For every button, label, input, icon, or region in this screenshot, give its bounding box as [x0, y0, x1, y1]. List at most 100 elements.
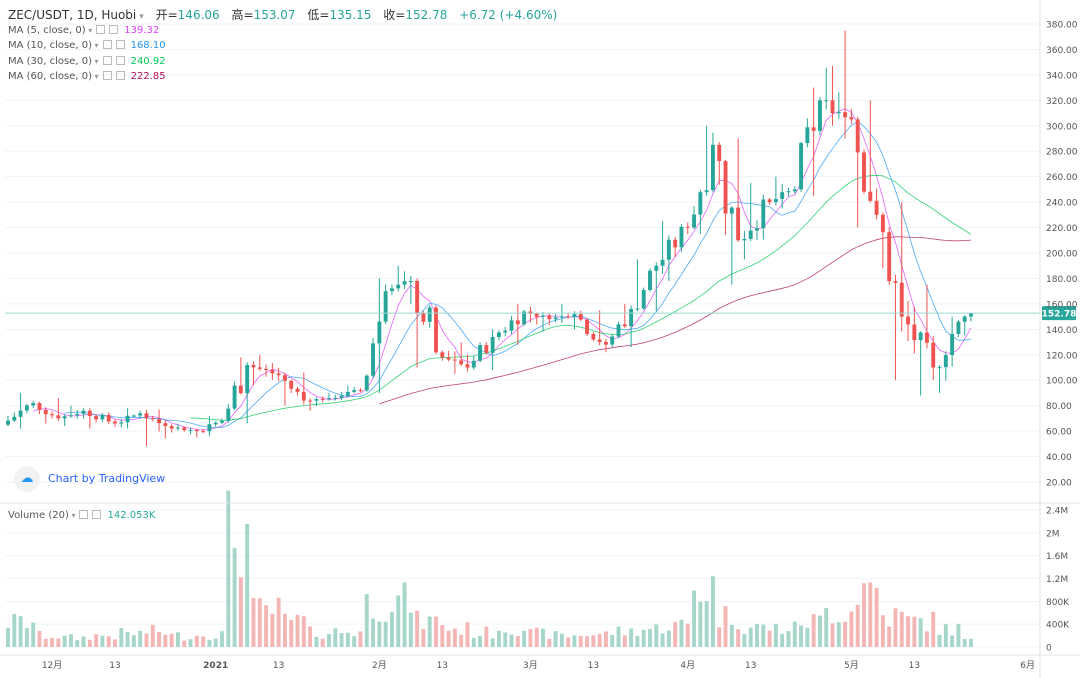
volume-bar — [729, 624, 734, 647]
candle — [68, 415, 73, 417]
chevron-down-icon[interactable]: ▾ — [92, 57, 99, 66]
candle — [333, 397, 338, 399]
volume-bar — [969, 638, 973, 647]
candle — [408, 280, 413, 282]
candle — [6, 420, 10, 425]
settings-icon[interactable] — [102, 40, 112, 49]
candle — [402, 281, 407, 285]
volume-bar — [264, 605, 269, 647]
volume-bar — [188, 639, 193, 647]
time-tick-label: 4月 — [680, 660, 695, 671]
candle — [597, 339, 602, 342]
candle — [918, 332, 923, 341]
candle — [150, 418, 155, 420]
candle — [610, 336, 615, 345]
candle — [969, 313, 973, 317]
price-tick-label: 160.00 — [1046, 300, 1078, 310]
candle — [773, 198, 778, 203]
chevron-down-icon[interactable]: ▾ — [139, 12, 144, 22]
candle — [81, 410, 86, 414]
candle — [541, 315, 545, 317]
volume-bar — [522, 630, 527, 647]
watermark-text: Chart by TradingView — [48, 472, 166, 485]
chevron-down-icon[interactable]: ▾ — [85, 26, 93, 35]
candle — [320, 399, 325, 401]
volume-bar — [327, 634, 331, 647]
volume-bar — [906, 616, 911, 647]
price-tick-label: 260.00 — [1046, 173, 1078, 183]
volume-tick-label: 800K — [1046, 598, 1070, 608]
settings-icon[interactable] — [79, 510, 89, 519]
volume-bar — [113, 639, 117, 647]
candle — [534, 313, 539, 317]
volume-tick-label: 1.2M — [1046, 575, 1068, 585]
chevron-down-icon[interactable]: ▾ — [92, 72, 99, 81]
close-icon[interactable] — [109, 25, 119, 34]
price-tick-label: 80.00 — [1046, 402, 1072, 412]
tradingview-watermark[interactable]: ☁ Chart by TradingView — [14, 466, 165, 492]
time-tick-label: 13 — [909, 661, 920, 671]
close-icon[interactable] — [115, 56, 125, 65]
volume-bar — [87, 639, 92, 647]
candle — [616, 324, 621, 337]
indicator-ma5[interactable]: MA (5, close, 0) ▾ 139.32 — [8, 25, 159, 36]
candle — [12, 416, 17, 421]
volume-bar — [94, 634, 99, 647]
candle — [924, 332, 929, 343]
volume-bar — [106, 636, 111, 647]
candle — [641, 290, 646, 309]
last-price-tag-label: 152.78 — [1042, 310, 1077, 320]
volume-bar — [452, 628, 457, 647]
volume-bar — [698, 601, 703, 647]
volume-bar — [56, 638, 61, 647]
candle — [704, 190, 709, 193]
volume-bar — [496, 630, 501, 647]
volume-bar — [169, 633, 174, 647]
candle — [232, 385, 237, 409]
candle — [805, 127, 810, 144]
volume-bar — [182, 640, 187, 647]
indicator-ma10[interactable]: MA (10, close, 0) ▾ 168.10 — [8, 40, 166, 51]
indicator-ma30[interactable]: MA (30, close, 0) ▾ 240.92 — [8, 56, 166, 67]
volume-bar — [830, 623, 835, 647]
volume-bar — [201, 636, 206, 647]
close-icon[interactable] — [92, 510, 102, 519]
volume-bar — [836, 622, 841, 647]
indicator-value: 222.85 — [130, 71, 166, 82]
candle — [849, 117, 854, 120]
close-icon[interactable] — [115, 71, 125, 80]
volume-bar — [207, 639, 212, 647]
ma60-line — [379, 236, 972, 405]
candle — [194, 429, 199, 432]
candle — [459, 360, 464, 365]
chevron-down-icon[interactable]: ▾ — [92, 41, 99, 50]
settings-icon[interactable] — [96, 25, 106, 34]
candle — [578, 314, 583, 320]
close-icon[interactable] — [115, 40, 125, 49]
volume-bar — [710, 576, 715, 647]
volume-bar — [943, 624, 948, 647]
volume-bar — [471, 637, 476, 647]
candle — [201, 431, 206, 433]
volume-bar — [956, 623, 961, 647]
last-price-tag — [1042, 306, 1076, 321]
candle — [553, 317, 558, 320]
symbol-label[interactable]: ZEC/USDT, 1D, Huobi — [8, 8, 137, 22]
volume-bar — [635, 635, 640, 647]
volume-bar — [704, 601, 709, 647]
candle — [887, 232, 892, 282]
volume-bar — [874, 587, 879, 647]
candle — [755, 228, 759, 231]
candle — [792, 189, 797, 192]
settings-icon[interactable] — [102, 71, 112, 80]
volume-bar — [868, 582, 873, 647]
indicator-ma60[interactable]: MA (60, close, 0) ▾ 222.85 — [8, 71, 166, 82]
indicator-volume[interactable]: Volume (20) ▾ 142.053K — [8, 510, 155, 521]
volume-bar — [490, 638, 495, 647]
chevron-down-icon[interactable]: ▾ — [68, 511, 76, 520]
volume-bar — [163, 634, 168, 647]
close-value: 152.78 — [405, 8, 448, 22]
settings-icon[interactable] — [102, 56, 112, 65]
